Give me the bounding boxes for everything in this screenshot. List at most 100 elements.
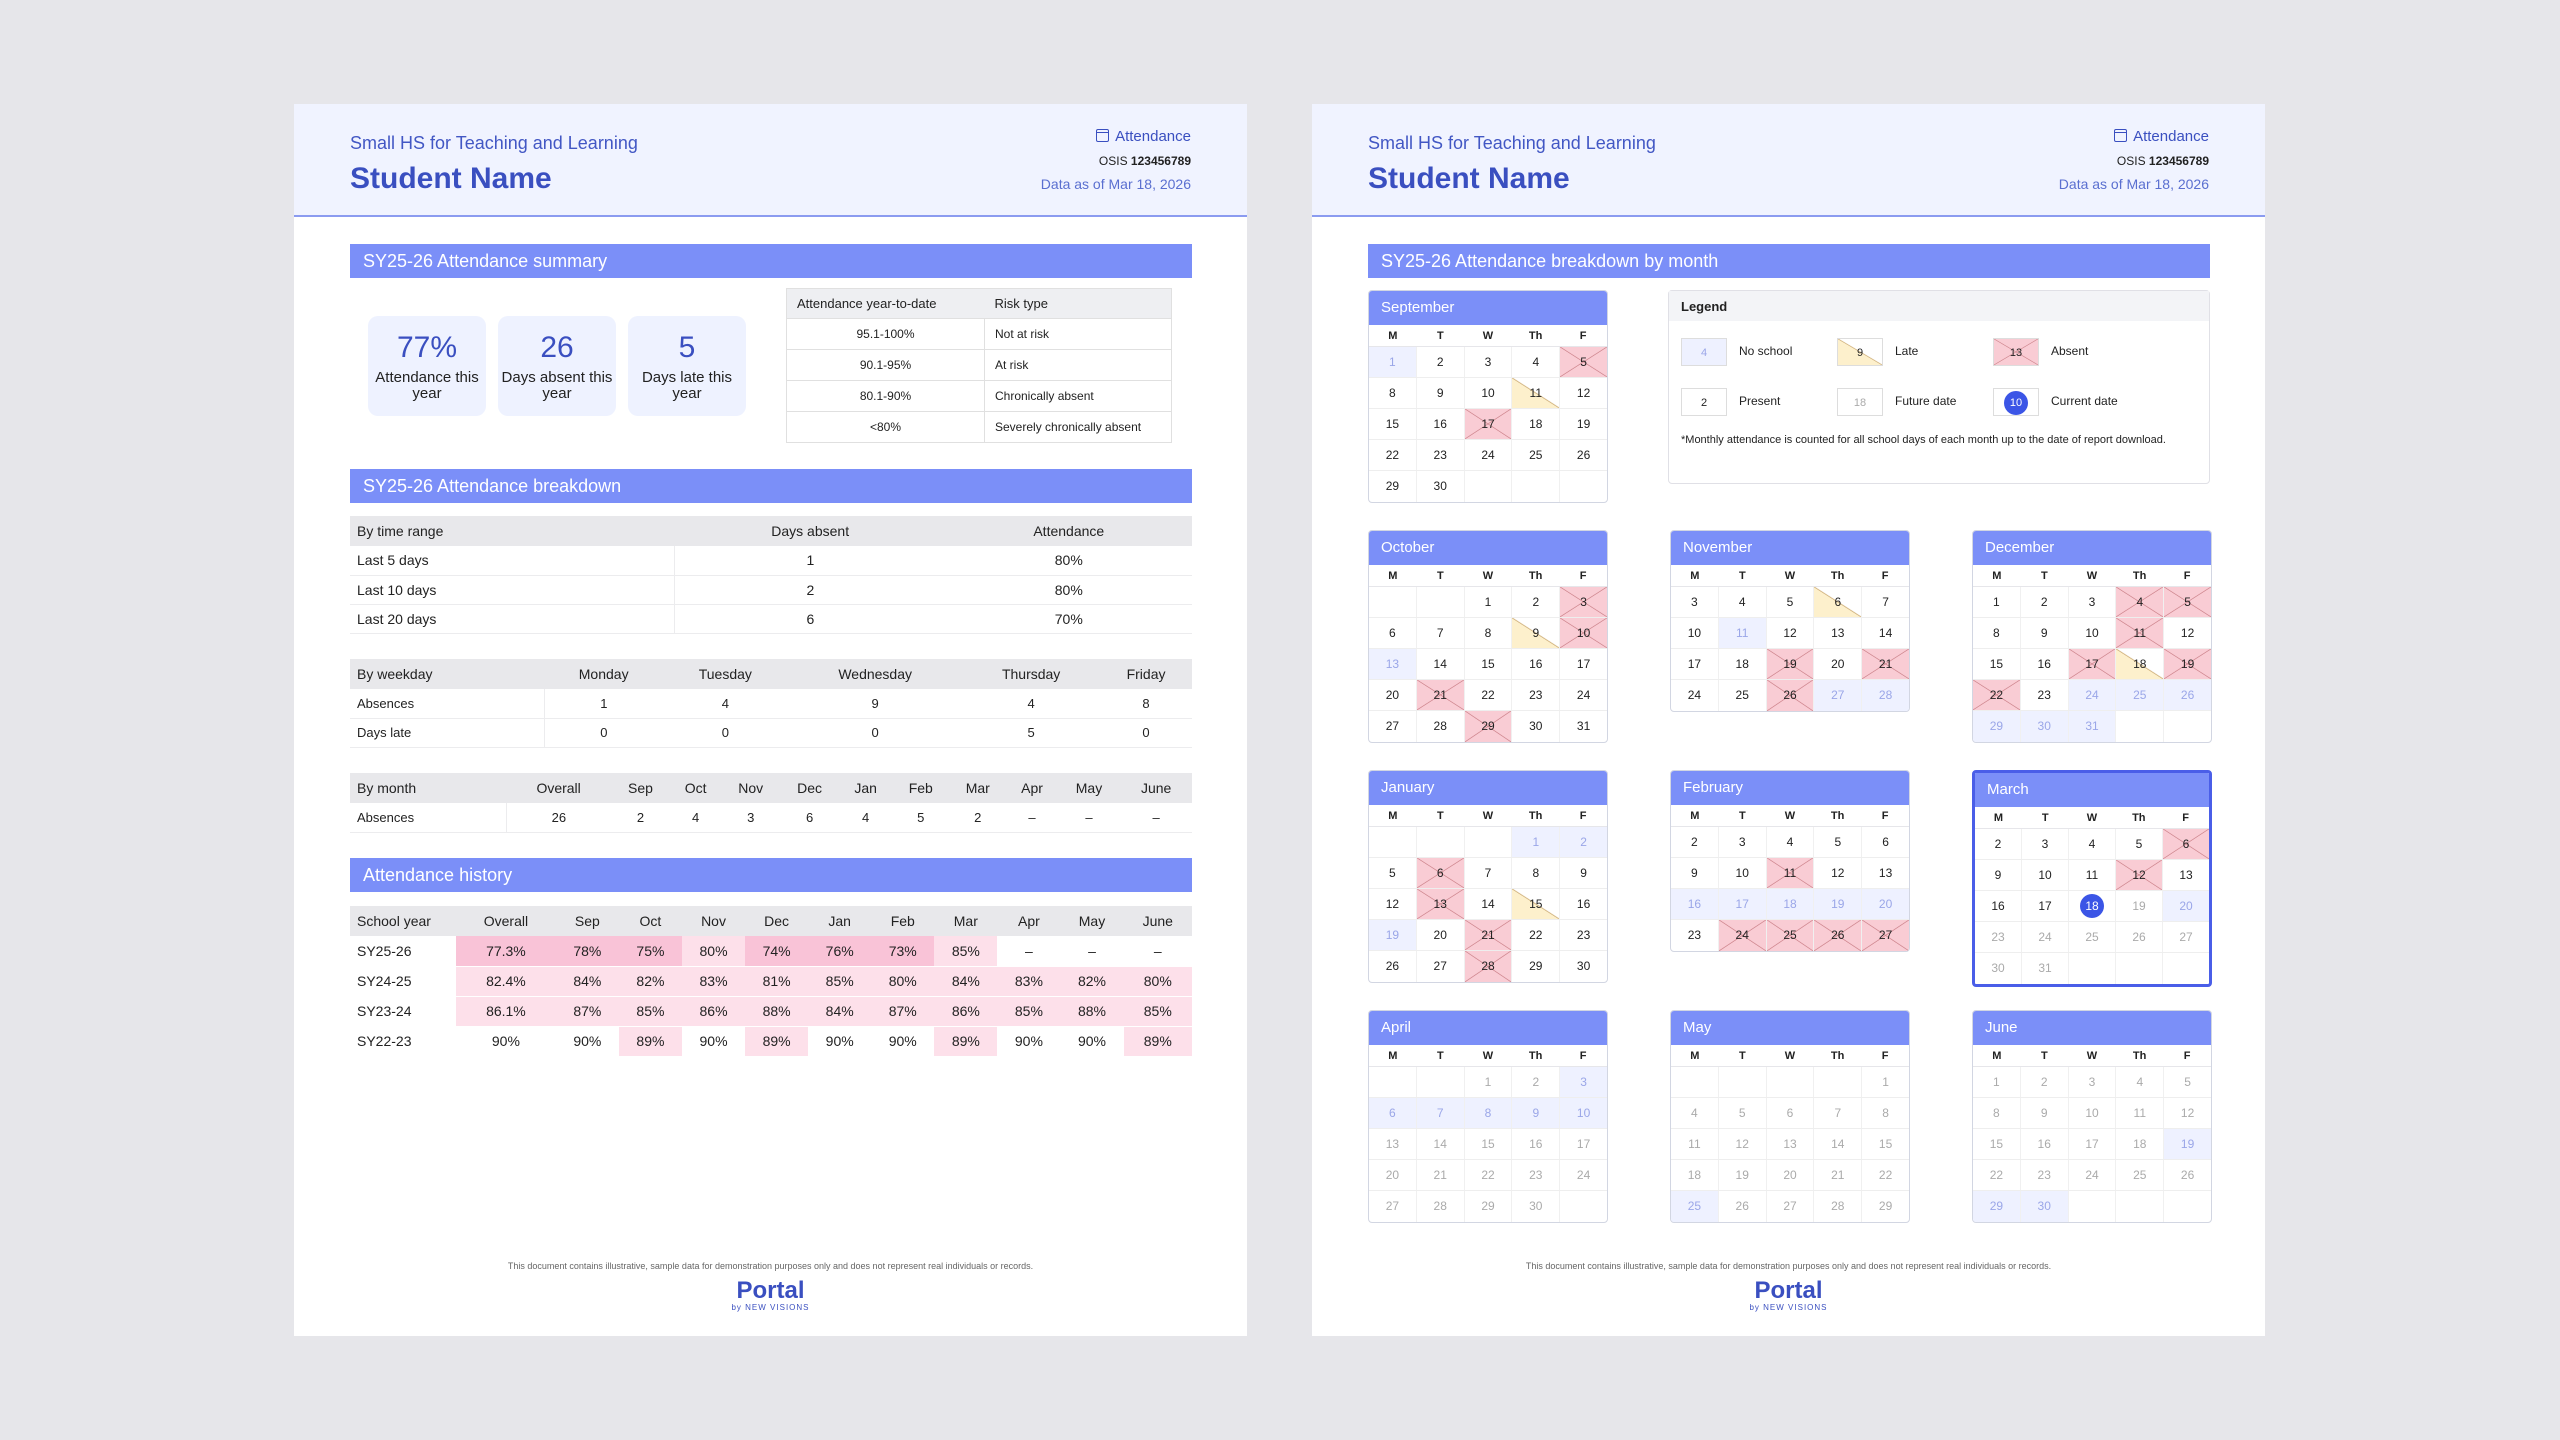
history-table: School year Overall Sep Oct Nov Dec Jan Feb Mar A… <box>350 906 1192 1057</box>
calendar-day: 12 <box>1814 858 1863 888</box>
calendar-week: 27 28 29 30 31 <box>1369 711 1607 742</box>
calendar-day: 18 <box>2116 1129 2165 1159</box>
calendar-day: 12 <box>1369 889 1417 919</box>
stat-box: 5 Days late this year <box>628 316 746 416</box>
calendar-week: 29 30 <box>1973 1191 2211 1222</box>
calendar-day: 19 <box>1814 889 1863 919</box>
calendar-day: 7 <box>1417 618 1465 648</box>
calendar-day: 17 <box>2069 1129 2117 1159</box>
calendar-day: 19 <box>1369 920 1417 950</box>
calendar-day: 20 <box>1369 1160 1417 1190</box>
attendance-link[interactable]: Attendance <box>2114 128 2209 145</box>
calendar-day: 7 <box>1465 858 1513 888</box>
legend-title: Legend <box>1669 291 2209 321</box>
osis-id: OSIS 123456789 <box>1098 154 1191 168</box>
calendar-day: 28 <box>1464 951 1513 982</box>
stat-label: Days absent this year <box>501 369 613 402</box>
calendar-day: 18 <box>1766 889 1815 919</box>
calendar-day: 5 <box>2116 829 2163 859</box>
weekday-label: W <box>1482 570 1494 582</box>
month-name: September <box>1369 291 1607 325</box>
calendar-day <box>1560 471 1607 502</box>
column-header: Wednesday <box>788 659 963 689</box>
column-header: May <box>1057 773 1121 803</box>
weekday-label: Th <box>1830 810 1845 822</box>
table-cell: Chronically absent <box>984 380 1172 412</box>
calendar-day: 16 <box>1671 889 1719 919</box>
table-cell: 89% <box>1123 1026 1192 1057</box>
table-cell: SY22-23 <box>350 1026 456 1057</box>
table-cell: 90% <box>997 1026 1061 1057</box>
weekday-label: M <box>1690 570 1700 582</box>
calendar-day: 6 <box>2163 829 2209 859</box>
calendar-day: 11 <box>2116 618 2165 648</box>
calendar-day <box>2164 1191 2211 1222</box>
weekday-label: M <box>1388 330 1398 342</box>
table-cell: 77.3% <box>456 936 556 967</box>
calendar-day: 28 <box>1417 1191 1465 1222</box>
calendar-day: 15 <box>1973 1129 2021 1159</box>
legend-late: 9 Late <box>1837 337 1918 366</box>
calendar-day <box>2116 711 2165 742</box>
table-cell: 80% <box>945 575 1192 605</box>
calendar-day: 23 <box>1512 1160 1561 1190</box>
calendar-day: 11 <box>2069 860 2116 890</box>
calendar-day: 3 <box>2069 1067 2117 1097</box>
calendar-day: 2 <box>1975 829 2022 859</box>
attendance-link[interactable]: Attendance <box>1096 128 1191 145</box>
calendar-day: 3 <box>1719 827 1767 857</box>
calendar-day: 26 <box>2180 1168 2195 1182</box>
weekday-header: M T W Th F <box>1671 565 1909 587</box>
table-cell: 85% <box>1123 996 1192 1027</box>
calendar-day: 4 <box>1671 1098 1719 1128</box>
calendar-day: 12 <box>1767 618 1815 648</box>
calendar-day: 24 <box>2069 1160 2117 1190</box>
weekday-header: M T W Th F <box>1973 565 2211 587</box>
calendar-day: 3 <box>2022 829 2069 859</box>
calendar-day: 5 <box>1767 587 1815 617</box>
calendar-day: 4 <box>1767 827 1815 857</box>
calendar-day: 27 <box>1417 951 1465 982</box>
calendar-day: 5 <box>2184 1075 2191 1089</box>
calendar-day <box>1417 1067 1465 1097</box>
calendar-day: 1 <box>1465 1067 1513 1097</box>
table-cell: Severely chronically absent <box>984 411 1172 443</box>
calendar-day: 8 <box>1973 618 2021 648</box>
calendar-day: 2 <box>1512 587 1561 617</box>
calendar-week: 16 17 18 19 20 <box>1671 889 1909 920</box>
column-header: By weekday <box>350 659 545 689</box>
calendar-day: 29 <box>1878 1199 1893 1213</box>
calendar-day: 7 <box>1416 1098 1465 1128</box>
calendar-day: 12 <box>1719 1129 1767 1159</box>
table-cell: 80.1-90% <box>786 380 985 412</box>
column-header: Risk type <box>984 288 1172 319</box>
month-name: February <box>1671 771 1909 805</box>
calendar-week: 24 25 26 27 28 <box>1671 680 1909 711</box>
table-cell: Last 10 days <box>350 575 676 605</box>
column-header: Dec <box>745 906 809 936</box>
calendar-day: 18 <box>2069 891 2116 921</box>
calendar-day <box>1369 1067 1417 1097</box>
calendar-day: 13 <box>1369 649 1417 679</box>
weekday-label: M <box>1992 1050 2002 1062</box>
table-cell: SY24-25 <box>350 966 456 997</box>
legend-future: 18 Future date <box>1837 387 1956 416</box>
calendar-day: 13 <box>1814 618 1863 648</box>
legend-present: 2 Present <box>1681 387 1780 416</box>
calendar-day: 12 <box>2180 626 2195 640</box>
calendar-day: 29 <box>1512 951 1561 982</box>
calendar-day: 11 <box>1718 618 1767 648</box>
calendar-week: 10 11 12 13 14 <box>1671 618 1909 649</box>
calendar-day: 7 <box>1814 1098 1863 1128</box>
calendar-day: 23 <box>1671 920 1719 951</box>
calendar-day: 11 <box>1671 1129 1719 1159</box>
table-cell: 1 <box>544 689 663 719</box>
month-calendar-september: September M T W Th F 1 2 3 4 5 8 9 10 11 12 15 16 17 18 19 22… <box>1368 290 1608 503</box>
month-calendar-march: March M T W Th F 2 3 4 5 6 9 10 11 12 13 16 17 18 19 20 23 24 2… <box>1972 770 2212 987</box>
calendar-day: 19 <box>1766 649 1815 679</box>
month-name: May <box>1671 1011 1909 1045</box>
calendar-day: 17 <box>1464 409 1513 439</box>
month-calendar-april: April M T W Th F 1 2 3 6 7 8 9 10 13 14 15 16 17 20 21 22 23 24… <box>1368 1010 1608 1223</box>
